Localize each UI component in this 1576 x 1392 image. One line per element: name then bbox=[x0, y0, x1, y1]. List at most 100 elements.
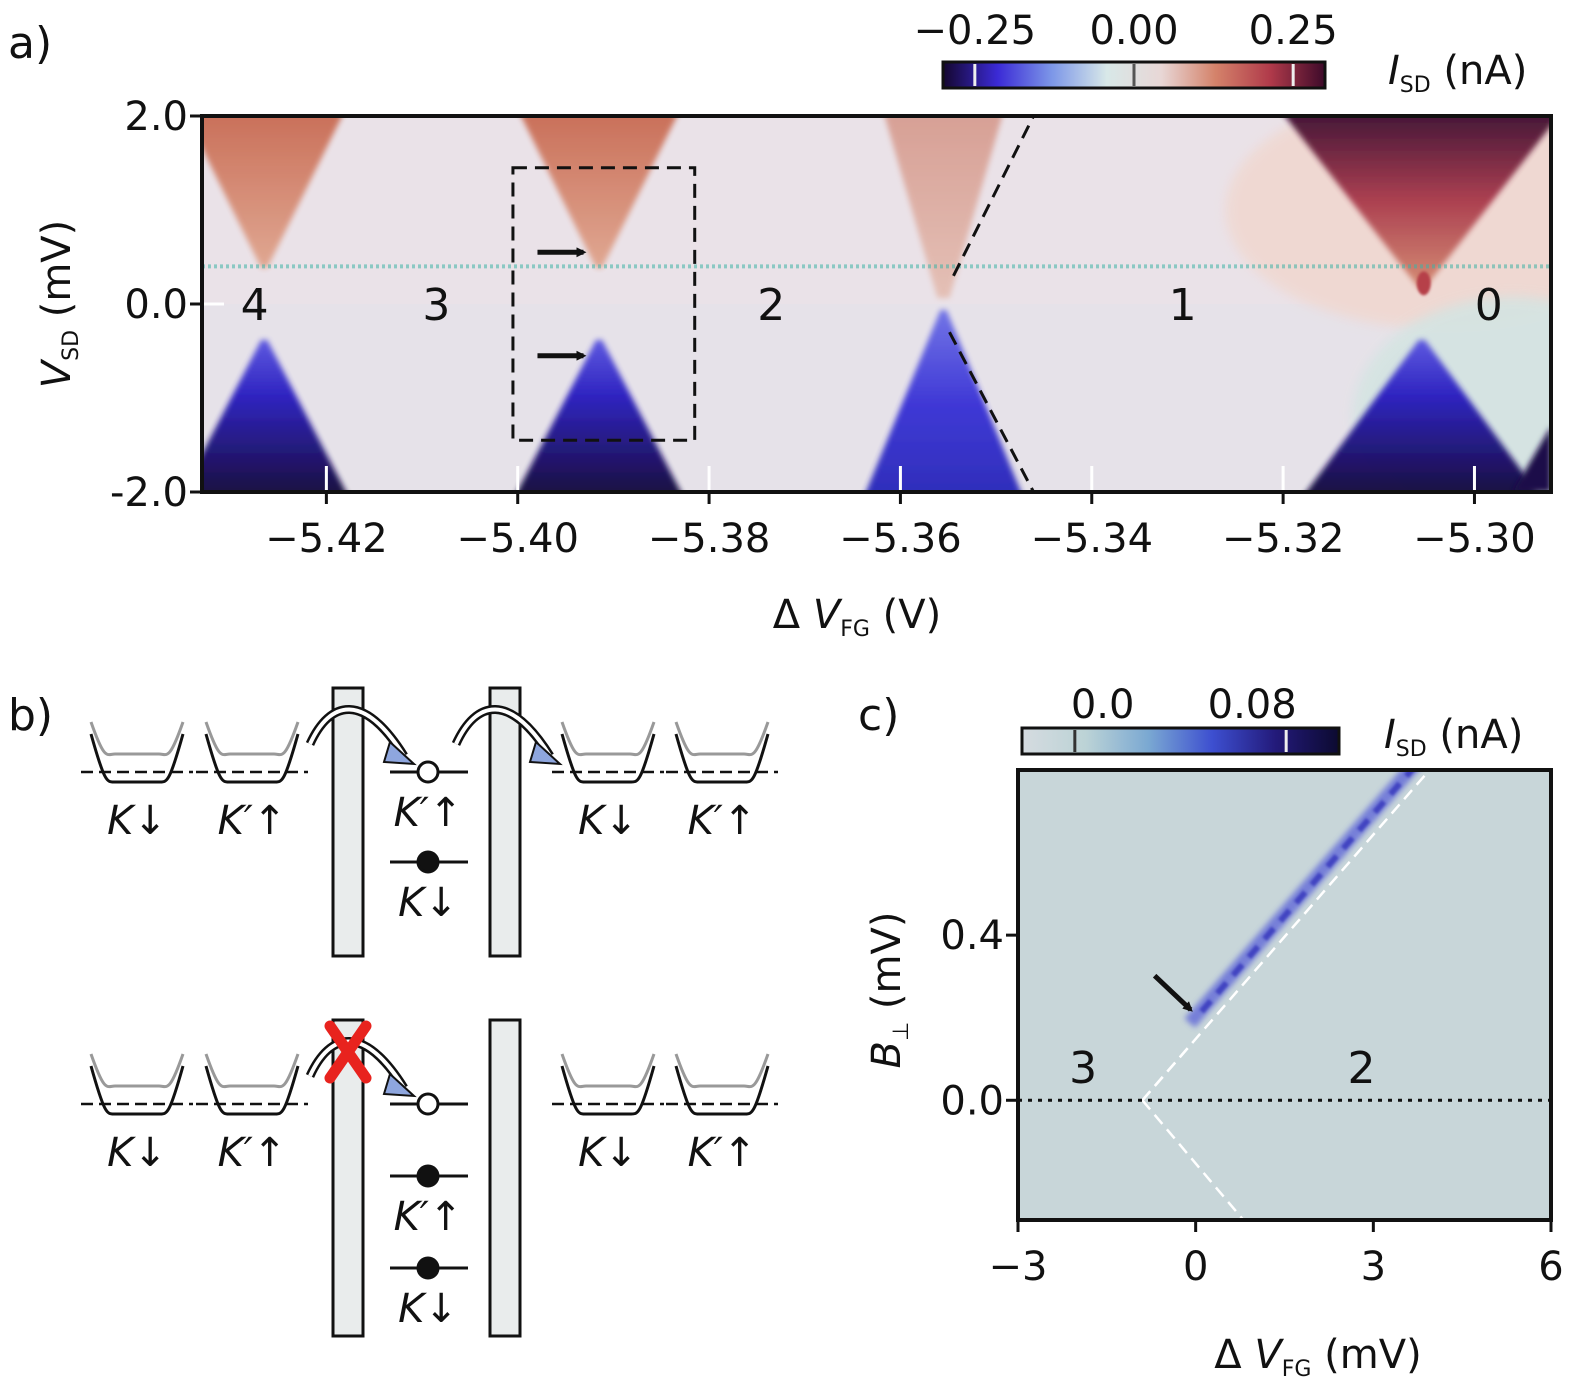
lead-band-lower bbox=[204, 733, 300, 784]
colorbar-c-bar bbox=[1020, 726, 1341, 756]
diamond-lower-wedge bbox=[202, 340, 347, 492]
charge-state-label: 4 bbox=[241, 280, 269, 331]
lead-state-label: K↓ bbox=[578, 798, 638, 844]
diamond-upper-wedge bbox=[1284, 116, 1551, 288]
electron-filled bbox=[416, 1164, 440, 1188]
lead-band-lower bbox=[560, 733, 656, 784]
panel-c-label: c) bbox=[858, 690, 899, 741]
diamond-lower-wedge bbox=[517, 340, 681, 492]
hop-arrow-body bbox=[454, 707, 552, 758]
coulomb-diamonds bbox=[202, 116, 1551, 492]
lead-state-label: K↓ bbox=[578, 1130, 638, 1176]
charge-state-label: 1 bbox=[1169, 280, 1197, 331]
lead-band-upper bbox=[204, 1053, 300, 1089]
x-tick-label-c: 6 bbox=[1538, 1244, 1563, 1290]
x-tick-label-a: −5.32 bbox=[1222, 516, 1345, 562]
y-tick-label-c: 0.0 bbox=[940, 1078, 1004, 1124]
colorbar-a: −0.25 0.00 0.25 ISD (nA) bbox=[914, 8, 1528, 98]
y-tick-label-a: 0.0 bbox=[124, 282, 188, 328]
electron-empty bbox=[416, 760, 440, 784]
diamond-upper-wedge bbox=[884, 116, 1003, 298]
panel-a-label: a) bbox=[8, 18, 52, 69]
edge-dashed-line bbox=[948, 331, 1035, 493]
axes-a: −5.42 −5.40 −5.38 −5.36 −5.34 −5.32 −5.30 2.0 0.… bbox=[110, 94, 1536, 562]
y-axis-label-a: VSD (mV) bbox=[34, 220, 84, 389]
schematic-top: K↓ K′↑ K↓ K′↑ K′↑ K↓ bbox=[81, 686, 778, 958]
lead-state-label: K′↑ bbox=[218, 1130, 287, 1176]
diamond-upper-wedge bbox=[202, 116, 343, 268]
vertex-spot bbox=[1416, 271, 1431, 296]
current-band-upper-core bbox=[1199, 770, 1416, 1014]
y-tick-label-a: -2.0 bbox=[110, 470, 188, 516]
lead-band-lower bbox=[674, 733, 770, 784]
colorbar-c-label: ISD (nA) bbox=[1384, 712, 1523, 762]
blocked-cross bbox=[324, 1020, 372, 1084]
heatmap-a bbox=[202, 116, 1551, 492]
dot-level-label: K′↑ bbox=[394, 790, 463, 836]
edge-blue bbox=[1512, 426, 1551, 492]
x-axis-label-c: Δ VFG (mV) bbox=[1214, 1332, 1421, 1382]
x-tick-label-a: −5.42 bbox=[265, 516, 388, 562]
current-bands bbox=[1184, 770, 1420, 1028]
x-tick-label-c: 3 bbox=[1361, 1244, 1386, 1290]
charge-state-label: 0 bbox=[1475, 280, 1503, 331]
lead-band-lower bbox=[560, 1065, 656, 1116]
x-tick-label-c: 0 bbox=[1183, 1244, 1208, 1290]
electron-filled bbox=[416, 1256, 440, 1280]
y-tick-label-a: 2.0 bbox=[124, 94, 188, 140]
lead-state-label: K′↑ bbox=[218, 798, 287, 844]
colorbar-a-tick-label: 0.00 bbox=[1089, 8, 1178, 54]
x-tick-label-a: −5.36 bbox=[839, 516, 962, 562]
dot-level-label: K↓ bbox=[398, 880, 458, 926]
hop-arrow-body bbox=[308, 707, 406, 758]
hop-arrowhead bbox=[382, 1072, 417, 1098]
highlight-box bbox=[511, 166, 697, 442]
lead-band-upper bbox=[89, 721, 185, 757]
fit-line-gap bbox=[1141, 1041, 1194, 1102]
diamond-lower-wedge bbox=[1306, 340, 1538, 492]
lead-band-upper bbox=[674, 721, 770, 757]
dot-level-label: K′↑ bbox=[394, 1194, 463, 1240]
lead-band-upper bbox=[560, 721, 656, 757]
lead-band-lower bbox=[89, 733, 185, 784]
tunnel-barrier bbox=[331, 686, 365, 958]
hop-arrowhead bbox=[382, 740, 417, 766]
lead-band-lower bbox=[89, 1065, 185, 1116]
colorbar-a-ticks: −0.25 0.00 0.25 bbox=[914, 8, 1338, 86]
lead-band-upper bbox=[560, 1053, 656, 1089]
lead-band-lower bbox=[674, 1065, 770, 1116]
tunnel-barrier bbox=[488, 1018, 522, 1338]
y-axis-label-c: B⊥ (mV) bbox=[864, 912, 914, 1069]
diamond-lower-wedge bbox=[865, 310, 1022, 492]
charge-state-label: 2 bbox=[1347, 1043, 1375, 1094]
fit-lines bbox=[1018, 770, 1551, 1220]
heatmap-c bbox=[1018, 770, 1551, 1220]
lead-band-upper bbox=[674, 1053, 770, 1089]
x-tick-label-a: −5.38 bbox=[648, 516, 771, 562]
colorbar-a-label: ISD (nA) bbox=[1388, 48, 1527, 98]
lead-band-upper bbox=[89, 1053, 185, 1089]
x-tick-label-a: −5.34 bbox=[1030, 516, 1153, 562]
x-axis-label-a: Δ VFG (V) bbox=[773, 592, 941, 642]
axes-c: −3 0 3 6 0.4 0.0 bbox=[940, 913, 1563, 1290]
hop-arrowhead bbox=[528, 740, 563, 766]
lead-state-label: K↓ bbox=[107, 1130, 167, 1176]
panel-b: b) K↓ K′↑ K↓ K′↑ K′↑ K↓ K↓ K′↑ K↓ K′↑ K′↑ K↓ bbox=[8, 686, 778, 1338]
x-tick-label-c: −3 bbox=[989, 1244, 1048, 1290]
colorbar-a-tick-label: 0.25 bbox=[1249, 8, 1338, 54]
colorbar-c-tick-label: 0.0 bbox=[1071, 682, 1135, 728]
pointer-arrow-c bbox=[1152, 973, 1193, 1012]
heatmap-a-overlay: 4 3 2 1 0 bbox=[241, 115, 1503, 493]
heatmap-c-background bbox=[1018, 770, 1551, 1220]
edge-dashed-line bbox=[952, 115, 1035, 277]
x-tick-label-a: −5.40 bbox=[456, 516, 579, 562]
tunnel-barrier bbox=[488, 686, 522, 958]
charge-state-label: 2 bbox=[757, 280, 785, 331]
colorbar-c-tick-label: 0.08 bbox=[1208, 682, 1297, 728]
schematic-bottom: K↓ K′↑ K↓ K′↑ K′↑ K↓ bbox=[81, 1018, 778, 1338]
colorbar-a-tick-label: −0.25 bbox=[914, 8, 1037, 54]
colorbar-c-ticks: 0.0 0.08 bbox=[1071, 682, 1297, 752]
